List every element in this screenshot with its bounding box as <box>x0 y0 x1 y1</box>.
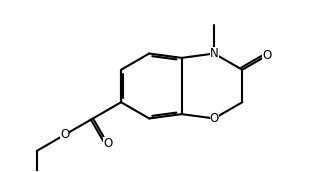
Text: O: O <box>60 128 69 141</box>
Text: O: O <box>210 112 219 125</box>
Text: N: N <box>210 47 218 60</box>
Text: O: O <box>103 137 112 150</box>
Text: O: O <box>262 49 272 62</box>
